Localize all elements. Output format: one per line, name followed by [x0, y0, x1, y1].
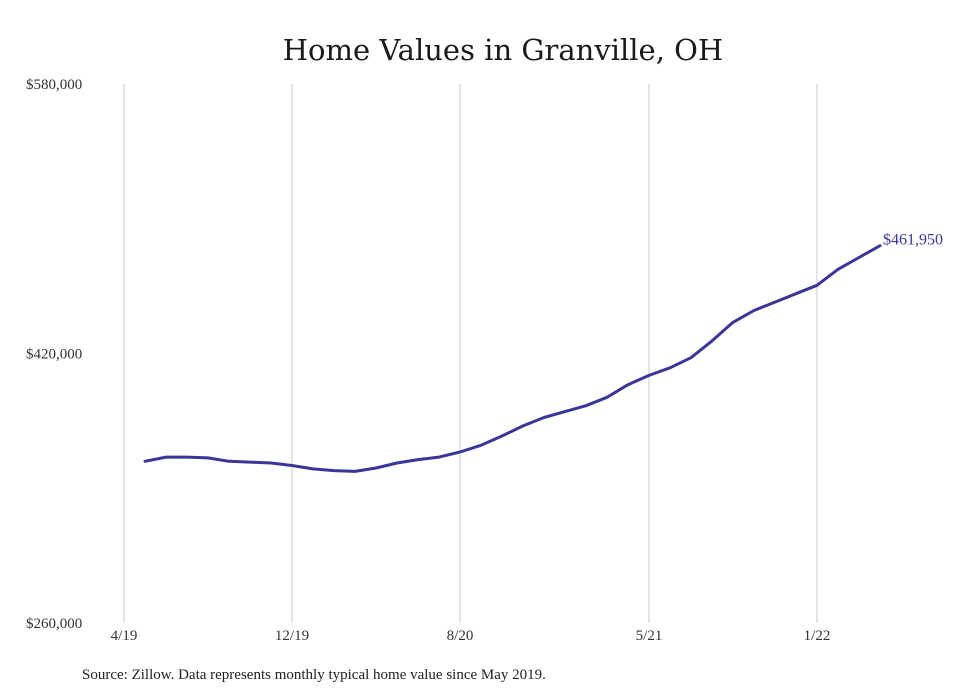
x-tick-label: 5/21 [636, 628, 663, 644]
x-axis-ticks: 4/19 12/19 8/20 5/21 1/22 [111, 628, 831, 644]
x-tick-label: 1/22 [804, 628, 831, 644]
x-tick-label: 4/19 [111, 628, 138, 644]
x-tick-label: 12/19 [275, 628, 309, 644]
grid-lines [123, 84, 818, 623]
source-note: Source: Zillow. Data represents monthly … [82, 667, 546, 683]
y-tick-label: $260,000 [26, 616, 82, 632]
end-value-label: $461,950 [883, 232, 943, 249]
y-tick-label: $420,000 [26, 347, 82, 363]
y-axis-ticks: $580,000 $420,000 $260,000 [26, 77, 82, 632]
y-tick-label: $580,000 [26, 77, 82, 93]
chart-title: Home Values in Granville, OH [283, 33, 723, 67]
series-line-home-value [143, 244, 882, 473]
x-tick-label: 8/20 [447, 628, 474, 644]
